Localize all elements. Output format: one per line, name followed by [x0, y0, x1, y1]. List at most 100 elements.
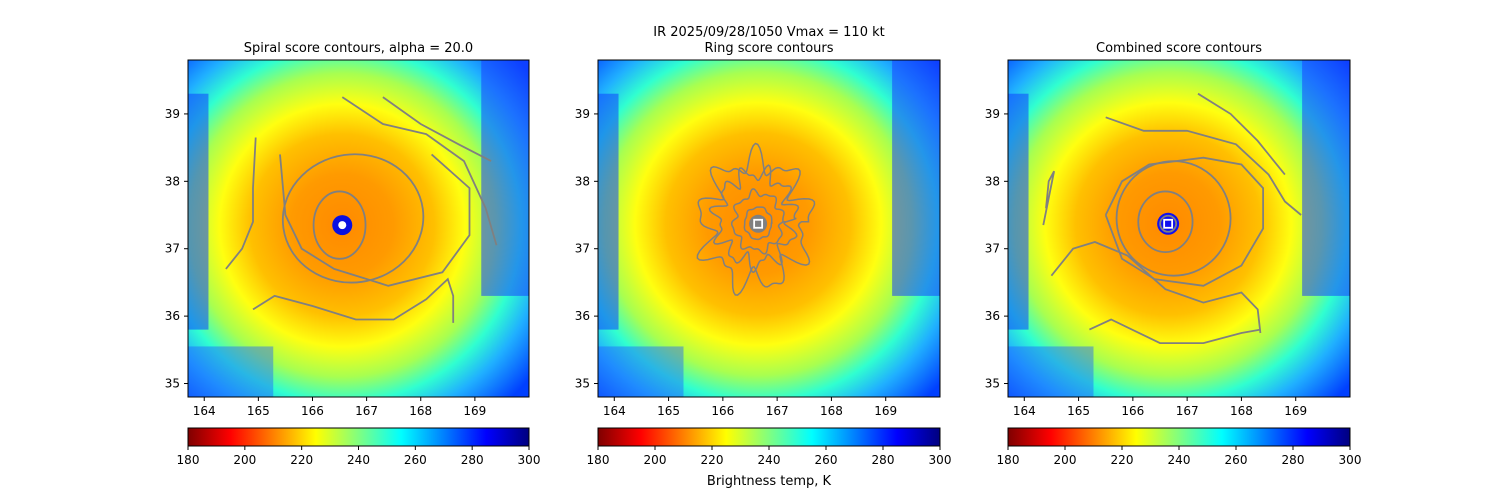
brightness-temperature-field: [598, 60, 940, 397]
colorbar-tick-label: 300: [929, 453, 952, 467]
contour-7: [1050, 241, 1262, 334]
x-tick-label: 169: [1284, 404, 1307, 418]
colorbar-tick-label: 180: [587, 453, 610, 467]
panel-3: Combined score contours 164 165 166 167 168 16…: [985, 41, 1362, 467]
panel-1: Spiral score contours, alpha = 20.0 164 16…: [165, 41, 541, 467]
contour-2: [281, 153, 425, 284]
y-tick-label: 37: [575, 242, 590, 256]
score-contours: [1042, 92, 1302, 345]
colorbar-tick-label: 240: [1168, 453, 1191, 467]
colorbar-tick-label: 260: [404, 453, 427, 467]
y-tick-label: 37: [985, 242, 1000, 256]
x-tick-label: 168: [820, 404, 843, 418]
x-tick-label: 169: [463, 404, 486, 418]
y-tick-label: 39: [165, 107, 180, 121]
colorbar-tick-label: 280: [461, 453, 484, 467]
y-tick-label: 35: [985, 377, 1000, 391]
axes-frame: [187, 59, 530, 398]
colorbar-tick-label: 300: [518, 453, 541, 467]
panels: Spiral score contours, alpha = 20.0 164 16…: [165, 41, 1362, 467]
y-tick-label: 37: [165, 242, 180, 256]
cold-band-east: [892, 60, 940, 296]
contour-7: [252, 277, 455, 323]
colorbar-tick-label: 200: [1054, 453, 1077, 467]
panel-title: Spiral score contours, alpha = 20.0: [244, 41, 473, 56]
score-contours: [696, 142, 816, 296]
colorbar-tick-label: 280: [872, 453, 895, 467]
colorbar-tick-label: 280: [1282, 453, 1305, 467]
axes-frame: [597, 59, 941, 398]
x-tick-label: 166: [1121, 404, 1144, 418]
y-tick-label: 38: [165, 174, 180, 188]
contour-5: [382, 96, 492, 162]
x-tick-label: 165: [1067, 404, 1090, 418]
x-tick-label: 167: [766, 404, 789, 418]
brightness-temperature-field: [1008, 60, 1350, 397]
colorbar-tick-label: 240: [758, 453, 781, 467]
contour-3: [730, 188, 786, 255]
colorbar-tick-label: 200: [644, 453, 667, 467]
x-tick-label: 166: [301, 404, 324, 418]
x-tick-label: 169: [874, 404, 897, 418]
eye-contour: [1159, 214, 1178, 233]
cold-band-east: [481, 60, 529, 296]
colorbar-tick-label: 220: [290, 453, 313, 467]
heatmap-field: [188, 60, 529, 397]
x-tick-label: 165: [657, 404, 680, 418]
panel-title: Ring score contours: [704, 41, 833, 56]
colorbar-tick-label: 300: [1339, 453, 1362, 467]
x-tick-label: 164: [603, 404, 626, 418]
brightness-temperature-field: [188, 60, 529, 397]
storm-eye: [749, 214, 768, 233]
contour-2: [708, 164, 800, 274]
x-tick-label: 168: [409, 404, 432, 418]
x-tick-label: 168: [1230, 404, 1253, 418]
contour-6: [1042, 170, 1055, 226]
heatmap-field: [1008, 60, 1350, 397]
colorbar-tick-label: 260: [815, 453, 838, 467]
center-marker: [753, 218, 764, 229]
axes-frame: [1007, 59, 1351, 398]
score-contours: [225, 96, 498, 323]
cold-band-east: [1302, 60, 1350, 296]
figure-suptitle: IR 2025/09/28/1050 Vmax = 110 kt: [653, 25, 884, 40]
contour-3: [279, 153, 471, 287]
cold-band-southwest: [1008, 346, 1094, 397]
panel-title: Combined score contours: [1096, 41, 1262, 56]
center-marker: [1163, 218, 1174, 229]
colorbar-tick-label: 260: [1225, 453, 1248, 467]
contour-8: [1089, 318, 1261, 345]
x-tick-label: 164: [1013, 404, 1036, 418]
colorbar-gradient: [187, 427, 530, 447]
x-tick-label: 166: [711, 404, 734, 418]
colorbar-tick-label: 200: [233, 453, 256, 467]
x-tick-label: 167: [355, 404, 378, 418]
colorbar-label: Brightness temp, K: [707, 474, 832, 489]
cold-band-west: [188, 93, 209, 330]
colorbar-gradient: [1007, 427, 1351, 447]
colorbar-tick-label: 220: [1111, 453, 1134, 467]
x-tick-label: 165: [247, 404, 270, 418]
y-tick-label: 38: [575, 174, 590, 188]
colorbar-2: 180 200 220 240 260 280 300: [587, 427, 952, 467]
contour-1: [1137, 190, 1194, 253]
heatmap-field: [598, 60, 940, 397]
cold-band-west: [1008, 93, 1029, 330]
colorbar-tick-label: 220: [701, 453, 724, 467]
colorbar-tick-label: 240: [347, 453, 370, 467]
y-tick-label: 36: [575, 309, 590, 323]
y-tick-label: 39: [985, 107, 1000, 121]
colorbar-3: 180 200 220 240 260 280 300: [997, 427, 1362, 467]
contour-1: [696, 142, 816, 296]
y-tick-label: 35: [165, 377, 180, 391]
contour-4: [341, 96, 498, 246]
y-tick-label: 39: [575, 107, 590, 121]
y-tick-label: 36: [165, 309, 180, 323]
colorbar-tick-label: 180: [177, 453, 200, 467]
colorbar-1: 180 200 220 240 260 280 300: [177, 427, 541, 467]
panel-2: Ring score contours 164 165 166 167 168 169 35 3…: [575, 41, 952, 467]
y-tick-label: 38: [985, 174, 1000, 188]
contour-4: [743, 206, 773, 241]
y-tick-label: 36: [985, 309, 1000, 323]
